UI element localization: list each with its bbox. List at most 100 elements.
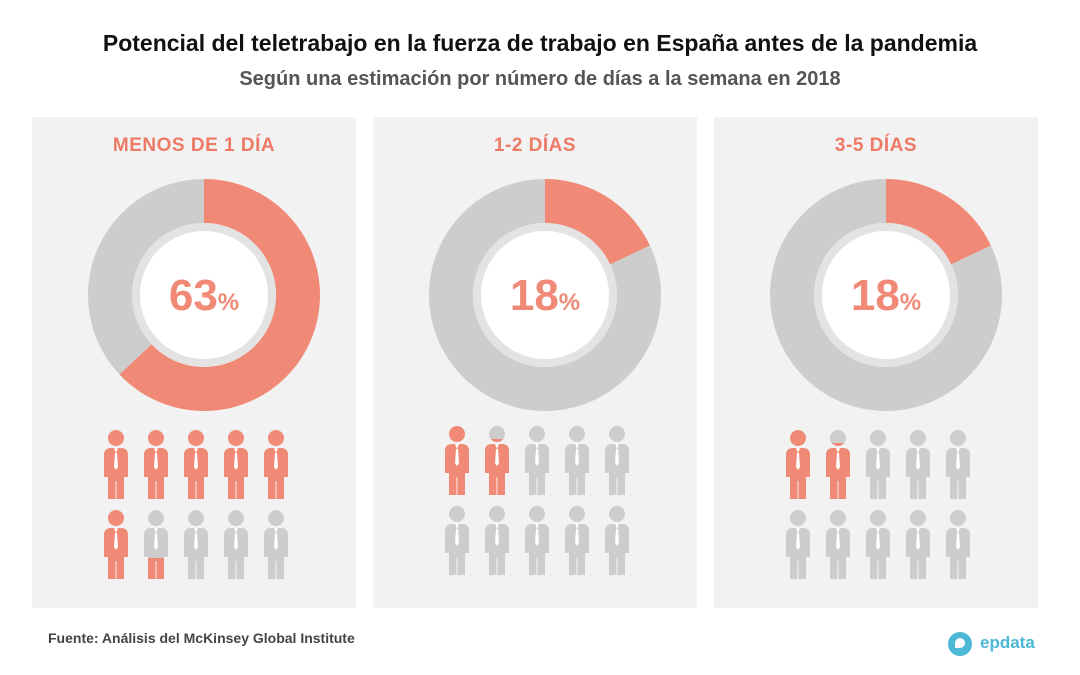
person-head bbox=[449, 426, 465, 442]
person-tie bbox=[194, 533, 198, 550]
person-collar bbox=[114, 448, 118, 453]
person-collar bbox=[876, 528, 880, 533]
person-figure bbox=[224, 430, 248, 499]
person-collar bbox=[836, 448, 840, 453]
person-body bbox=[565, 444, 589, 495]
person-body bbox=[906, 528, 930, 579]
source-note: Fuente: Análisis del McKinsey Global Ins… bbox=[48, 630, 355, 646]
person-head bbox=[609, 426, 625, 442]
person-head bbox=[529, 426, 545, 442]
person-collar bbox=[615, 444, 619, 449]
person-leg-gap bbox=[115, 561, 117, 579]
person-head bbox=[228, 430, 244, 446]
person-leg-gap bbox=[456, 557, 458, 575]
person-head bbox=[148, 510, 164, 526]
value-number: 18 bbox=[510, 271, 559, 320]
person-figure bbox=[485, 426, 509, 495]
person-tie bbox=[796, 453, 800, 470]
person-body bbox=[264, 448, 288, 499]
person-collar bbox=[495, 444, 499, 449]
person-leg-gap bbox=[917, 481, 919, 499]
person-figure bbox=[866, 510, 890, 579]
person-body bbox=[525, 444, 549, 495]
person-leg-gap bbox=[155, 561, 157, 579]
person-leg-gap bbox=[496, 477, 498, 495]
person-figure bbox=[786, 510, 810, 579]
person-leg-gap bbox=[877, 561, 879, 579]
person-leg-gap bbox=[496, 557, 498, 575]
person-body bbox=[826, 528, 850, 579]
person-collar bbox=[154, 448, 158, 453]
person-body bbox=[605, 524, 629, 575]
person-leg-gap bbox=[155, 481, 157, 499]
person-collar bbox=[535, 524, 539, 529]
panel-1-2-dias: 1-2 DÍAS 18% bbox=[373, 117, 697, 608]
person-leg-gap bbox=[957, 561, 959, 579]
panel-title: MENOS DE 1 DÍA bbox=[112, 135, 276, 156]
person-leg-gap bbox=[877, 481, 879, 499]
person-tie bbox=[615, 529, 619, 546]
person-head bbox=[609, 506, 625, 522]
person-collar bbox=[455, 524, 459, 529]
panel-title: 3-5 DÍAS bbox=[834, 135, 918, 156]
person-leg-gap bbox=[235, 561, 237, 579]
person-tie bbox=[194, 453, 198, 470]
person-head bbox=[870, 430, 886, 446]
person-head bbox=[489, 506, 505, 522]
person-body bbox=[786, 448, 810, 499]
person-head bbox=[790, 510, 806, 526]
person-figure bbox=[525, 426, 549, 495]
person-head bbox=[449, 506, 465, 522]
person-head bbox=[268, 430, 284, 446]
person-figure bbox=[104, 510, 128, 579]
donut-center bbox=[481, 231, 609, 359]
person-collar bbox=[836, 528, 840, 533]
donut-slice-rest bbox=[88, 179, 204, 375]
person-head bbox=[950, 430, 966, 446]
person-leg-gap bbox=[917, 561, 919, 579]
person-tie bbox=[535, 529, 539, 546]
person-head bbox=[489, 426, 505, 442]
person-collar bbox=[956, 528, 960, 533]
person-collar bbox=[535, 444, 539, 449]
person-figure bbox=[866, 430, 890, 499]
person-figure bbox=[565, 506, 589, 575]
brand-logo[interactable]: epdata bbox=[948, 630, 1048, 660]
person-body bbox=[264, 528, 288, 579]
person-collar bbox=[575, 524, 579, 529]
person-head bbox=[790, 430, 806, 446]
value-number: 63 bbox=[169, 271, 218, 320]
donut-slice-value bbox=[545, 179, 650, 265]
person-figure bbox=[144, 430, 168, 499]
person-figure bbox=[826, 510, 850, 579]
person-leg-gap bbox=[576, 477, 578, 495]
person-body bbox=[605, 444, 629, 495]
person-figure bbox=[906, 510, 930, 579]
panel-title: 1-2 DÍAS bbox=[493, 135, 577, 156]
person-tie bbox=[495, 529, 499, 546]
person-leg-gap bbox=[837, 481, 839, 499]
person-head-fill bbox=[831, 443, 845, 446]
person-body bbox=[906, 448, 930, 499]
person-head bbox=[569, 426, 585, 442]
person-collar bbox=[274, 448, 278, 453]
epdata-logo-icon bbox=[948, 632, 972, 656]
person-tie bbox=[916, 453, 920, 470]
person-tie bbox=[154, 453, 158, 470]
panel-menos-de-1-dia: MENOS DE 1 DÍA 63% bbox=[32, 117, 356, 608]
donut-center bbox=[140, 231, 268, 359]
person-head-fill bbox=[490, 439, 504, 442]
person-body bbox=[224, 448, 248, 499]
person-figure bbox=[445, 506, 469, 575]
person-leg-gap bbox=[837, 561, 839, 579]
person-leg-gap bbox=[576, 557, 578, 575]
person-leg-gap bbox=[536, 477, 538, 495]
donut-chart: 18% bbox=[770, 179, 1002, 411]
person-tie bbox=[876, 533, 880, 550]
person-leg-gap bbox=[275, 561, 277, 579]
person-tie bbox=[114, 453, 118, 470]
person-tie bbox=[114, 533, 118, 550]
person-tie bbox=[956, 453, 960, 470]
donut-slice-value bbox=[886, 179, 991, 265]
person-tie bbox=[575, 529, 579, 546]
